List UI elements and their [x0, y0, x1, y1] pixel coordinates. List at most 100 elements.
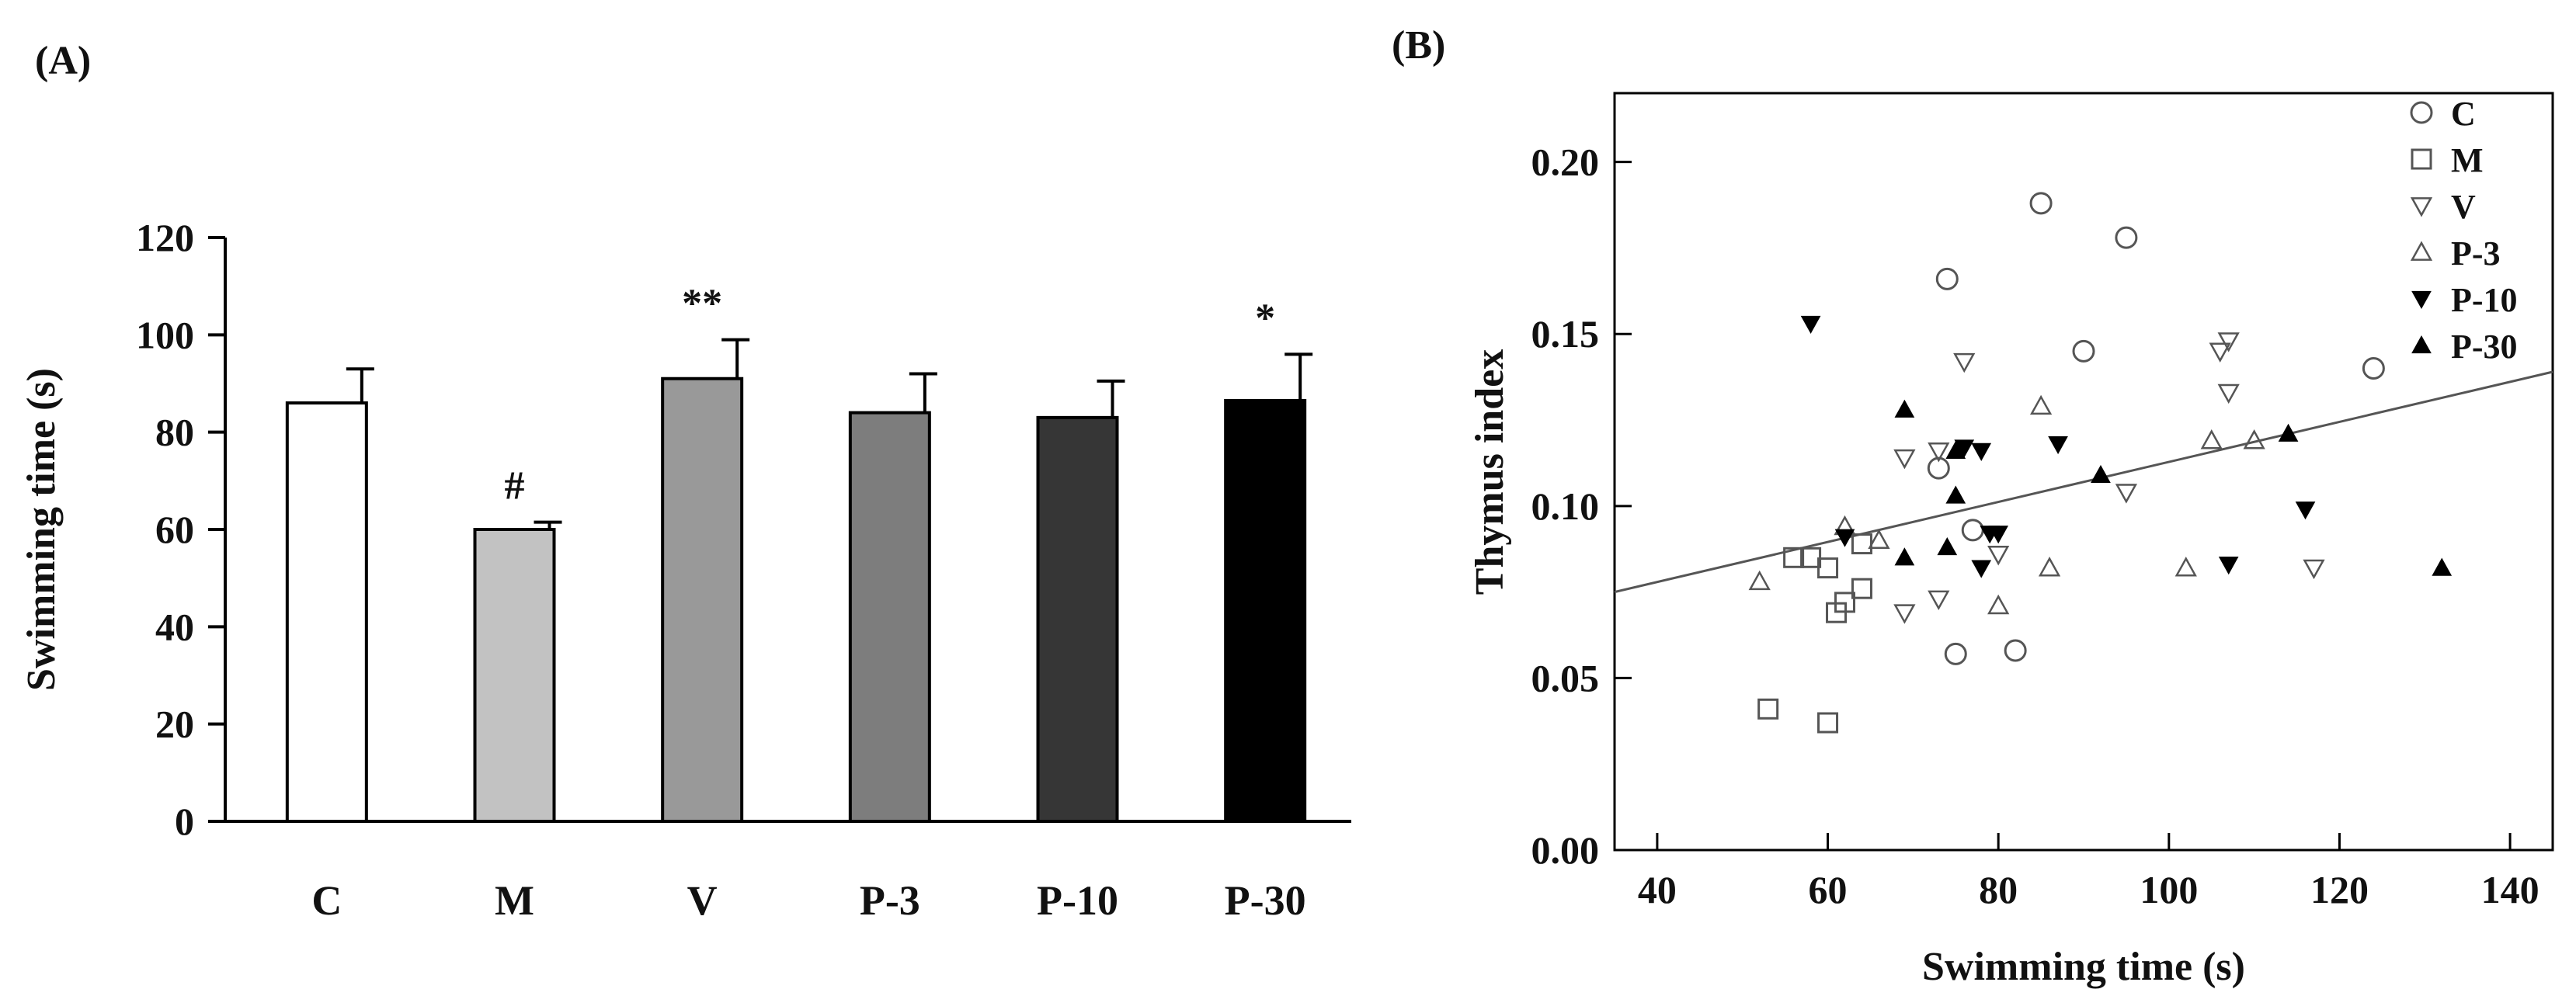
panel-b-x-tick-label: 140: [2481, 868, 2539, 911]
panel-b-point-m: [1800, 547, 1822, 568]
panel-b-x-tick-label: 80: [1979, 868, 2018, 911]
panel-b-point-p-10: [2048, 436, 2068, 455]
panel-b-point-p-30: [1894, 399, 1915, 418]
panel-b-y-tick-label: 0.20: [1531, 141, 1600, 184]
panel-b-point-p-30: [1945, 440, 1966, 460]
panel-b-legend: CMV P-3 P-10 P-30: [2410, 95, 2518, 366]
panel-b-point-m: [1757, 698, 1779, 720]
panel-b-y-tick-label: 0.05: [1531, 656, 1600, 699]
panel-a-x-tick-label: P-3: [860, 877, 920, 924]
panel-b-legend-marker: [2411, 290, 2432, 310]
panel-a-x-tick-label: M: [495, 877, 534, 924]
panel-b-x-tick-label: 40: [1638, 868, 1677, 911]
panel-b-point-m: [1826, 602, 1848, 623]
panel-a-bar-c: [285, 401, 368, 823]
panel-b-legend-label: V: [2451, 188, 2476, 226]
panel-b-point-v: [2217, 383, 2240, 404]
panel-b-x-axis-title: Swimming time (s): [1922, 945, 2245, 989]
panel-b-point-v: [1893, 449, 1916, 470]
panel-b-point-m: [1851, 578, 1872, 599]
panel-b-legend-marker: [2410, 241, 2433, 261]
panel-b-point-c: [1944, 642, 1967, 665]
panel-b-point-p-3: [2174, 557, 2197, 577]
panel-b-y-tick-label: 0.15: [1531, 312, 1600, 356]
panel-b-point-p-10: [1971, 442, 1992, 461]
panel-b-label: (B): [1392, 23, 1445, 68]
panel-b-point-p-3: [1868, 529, 1890, 549]
panel-b-point-c: [2115, 226, 2138, 249]
panel-b-point-p-30: [1937, 536, 1958, 556]
panel-a-x-tick-labels: C M V P-3 P-10 P-30: [311, 877, 1305, 924]
panel-a-y-ticks: 0 20 40 60 80 100 120: [136, 216, 225, 843]
panel-b-point-c: [1927, 456, 1950, 480]
panel-a-y-tick-label: 60: [155, 508, 194, 551]
panel-b-legend-label: P-10: [2451, 281, 2518, 319]
panel-a-x-tick-label: C: [311, 877, 342, 924]
panel-b-point-v: [2209, 342, 2231, 363]
panel-a-bar-v: [661, 377, 744, 823]
panel-b-legend-label: M: [2451, 141, 2484, 179]
panel-b-legend-label: P-30: [2451, 328, 2518, 366]
panel-b-point-c: [2072, 339, 2095, 363]
panel-b-point-p-10: [1800, 315, 1821, 334]
panel-b-point-m: [1783, 547, 1805, 568]
panel-b-legend-marker: [2410, 101, 2433, 124]
panel-b-point-p-30: [2278, 423, 2299, 442]
panel-b-regression-line: [1614, 370, 2553, 594]
panel-b-point-p-3: [1748, 570, 1771, 591]
panel-b-plot-frame: [1613, 92, 2554, 852]
panel-b-point-p-30: [1945, 485, 1966, 504]
panel-a-y-tick-label: 80: [155, 411, 194, 454]
panel-a-y-axis-title: Swimming time (s): [19, 368, 64, 691]
panel-b-legend-marker: [2411, 148, 2432, 170]
panel-b-point-p-10: [2218, 557, 2239, 575]
panel-b-point-c: [2362, 357, 2385, 380]
panel-b-point-v: [2303, 559, 2325, 580]
panel-b-point-c: [2029, 192, 2053, 215]
panel-b-scatter-plot: (B) 40 60 80 100 120 1400.000.050.100.150.20 …: [1392, 23, 2554, 989]
panel-b-x-tick-label: 100: [2140, 868, 2198, 911]
panel-b-point-p-3: [1987, 594, 2010, 615]
panel-b-legend-label: P-3: [2451, 234, 2501, 272]
panel-a-y-tick-label: 40: [155, 605, 194, 648]
panel-b-point-c: [1961, 519, 1984, 542]
panel-b-point-p-30: [2091, 464, 2111, 484]
panel-b-y-tick-label: 0.00: [1531, 828, 1600, 872]
panel-b-point-p-3: [2243, 429, 2265, 449]
panel-a-label: (A): [35, 39, 91, 83]
panel-b-y-tick-label: 0.10: [1531, 484, 1600, 528]
panel-b-data-points: [1748, 192, 2453, 734]
panel-b-point-p-3: [2200, 429, 2223, 449]
panel-b-point-m: [1817, 712, 1839, 734]
panel-b-y-axis-title: Thymus index: [1468, 349, 1512, 595]
panel-a-significance-mark: *: [1255, 296, 1275, 340]
panel-b-point-p-10: [1971, 560, 1992, 578]
panel-b-point-v: [1953, 352, 1976, 373]
panel-b-legend-label: C: [2451, 95, 2476, 133]
panel-b-point-p-3: [2038, 557, 2061, 577]
panel-a-y-tick-label: 20: [155, 703, 194, 746]
panel-b-legend-marker: [2411, 335, 2432, 354]
panel-a-y-tick-label: 0: [175, 800, 194, 843]
panel-b-point-v: [1928, 442, 1950, 463]
panel-b-point-m: [1817, 557, 1839, 579]
panel-a-significance-mark: **: [682, 282, 722, 326]
panel-b-x-tick-label: 60: [1809, 868, 1848, 911]
panel-b-point-c: [1935, 267, 1959, 290]
panel-b-point-v: [1987, 546, 2010, 566]
panel-a-x-tick-label: P-10: [1037, 877, 1118, 924]
panel-a-x-tick-label: V: [687, 877, 718, 924]
panel-b-point-v: [2217, 332, 2240, 352]
panel-b-point-p-3: [2029, 394, 2053, 415]
panel-b-axes: 40 60 80 100 120 140 0.00 0.05 0.10 0.15 0.20: [1531, 141, 2539, 911]
panel-b-x-tick-label: 120: [2310, 868, 2369, 911]
panel-a-bar-p-10: [1036, 415, 1119, 823]
panel-b-legend-marker: [2410, 197, 2433, 217]
panel-a-bar-m: [473, 528, 556, 823]
panel-b-point-c: [2004, 639, 2027, 662]
panel-a-bars: #** *: [285, 282, 1313, 823]
panel-a-y-tick-label: 120: [136, 216, 194, 259]
panel-b-point-p-10: [1988, 526, 2009, 544]
